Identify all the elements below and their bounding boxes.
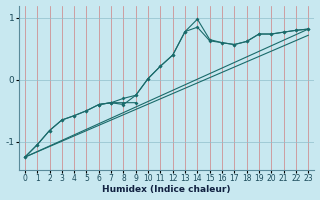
X-axis label: Humidex (Indice chaleur): Humidex (Indice chaleur) [102, 185, 231, 194]
